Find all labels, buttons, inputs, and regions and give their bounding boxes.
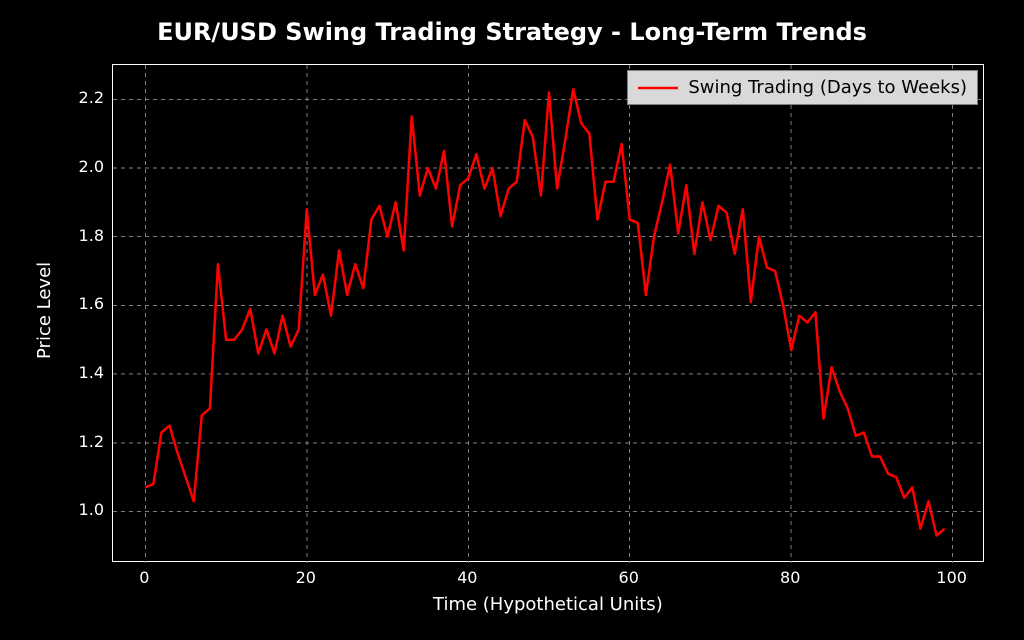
chart-figure: EUR/USD Swing Trading Strategy - Long-Te…: [0, 0, 1024, 640]
y-axis-label: Price Level: [34, 262, 55, 359]
x-tick: 100: [927, 568, 977, 587]
y-tick: 1.6: [64, 294, 104, 313]
chart-title: EUR/USD Swing Trading Strategy - Long-Te…: [0, 18, 1024, 46]
legend: Swing Trading (Days to Weeks): [627, 70, 978, 105]
y-tick: 1.4: [64, 363, 104, 382]
plot-area: [112, 64, 984, 562]
x-axis-label: Time (Hypothetical Units): [433, 594, 663, 615]
x-tick: 0: [119, 568, 169, 587]
plot-svg: [113, 65, 985, 563]
x-tick: 60: [604, 568, 654, 587]
x-tick: 80: [765, 568, 815, 587]
y-tick: 1.8: [64, 226, 104, 245]
y-tick: 2.0: [64, 157, 104, 176]
y-tick: 1.0: [64, 500, 104, 519]
y-tick: 1.2: [64, 432, 104, 451]
x-tick: 40: [442, 568, 492, 587]
series-line: [145, 89, 944, 535]
y-tick: 2.2: [64, 88, 104, 107]
legend-label: Swing Trading (Days to Weeks): [688, 77, 967, 98]
legend-line-sample: [638, 81, 678, 95]
x-tick: 20: [281, 568, 331, 587]
grid-lines: [113, 65, 985, 563]
